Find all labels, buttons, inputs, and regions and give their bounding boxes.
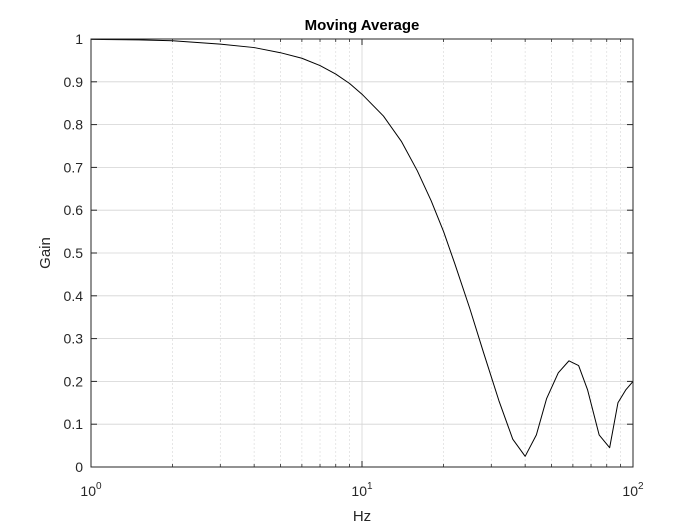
x-tick-label: 101 [351,481,373,499]
plot-area [90,38,634,468]
y-tick-label: 0.4 [64,288,84,304]
y-tick-label: 0.9 [64,74,84,90]
x-tick-labels: 100 101 102 [80,481,644,499]
y-tick-label: 0.8 [64,117,84,133]
x-tick-label: 100 [80,481,102,499]
y-tick-label: 0 [75,459,83,475]
y-tick-label: 0.5 [64,245,84,261]
y-tick-labels: 0 0.1 0.2 0.3 0.4 0.5 0.6 0.7 0.8 0.9 1 [64,31,84,475]
y-tick-label: 0.1 [64,416,84,432]
y-tick-label: 1 [75,31,83,47]
series-line [90,38,634,457]
y-axis-label: Gain [37,237,54,269]
y-tick-label: 0.3 [64,331,84,347]
y-tick-label: 0.6 [64,202,84,218]
series-layer [90,38,634,457]
y-tick-label: 0.2 [64,373,84,389]
x-tick-label: 102 [622,481,644,499]
x-axis-label: Hz [353,508,371,525]
y-tick-label: 0.7 [64,159,84,175]
tick-mark-layer [90,38,634,468]
chart-title: Moving Average [305,17,420,34]
